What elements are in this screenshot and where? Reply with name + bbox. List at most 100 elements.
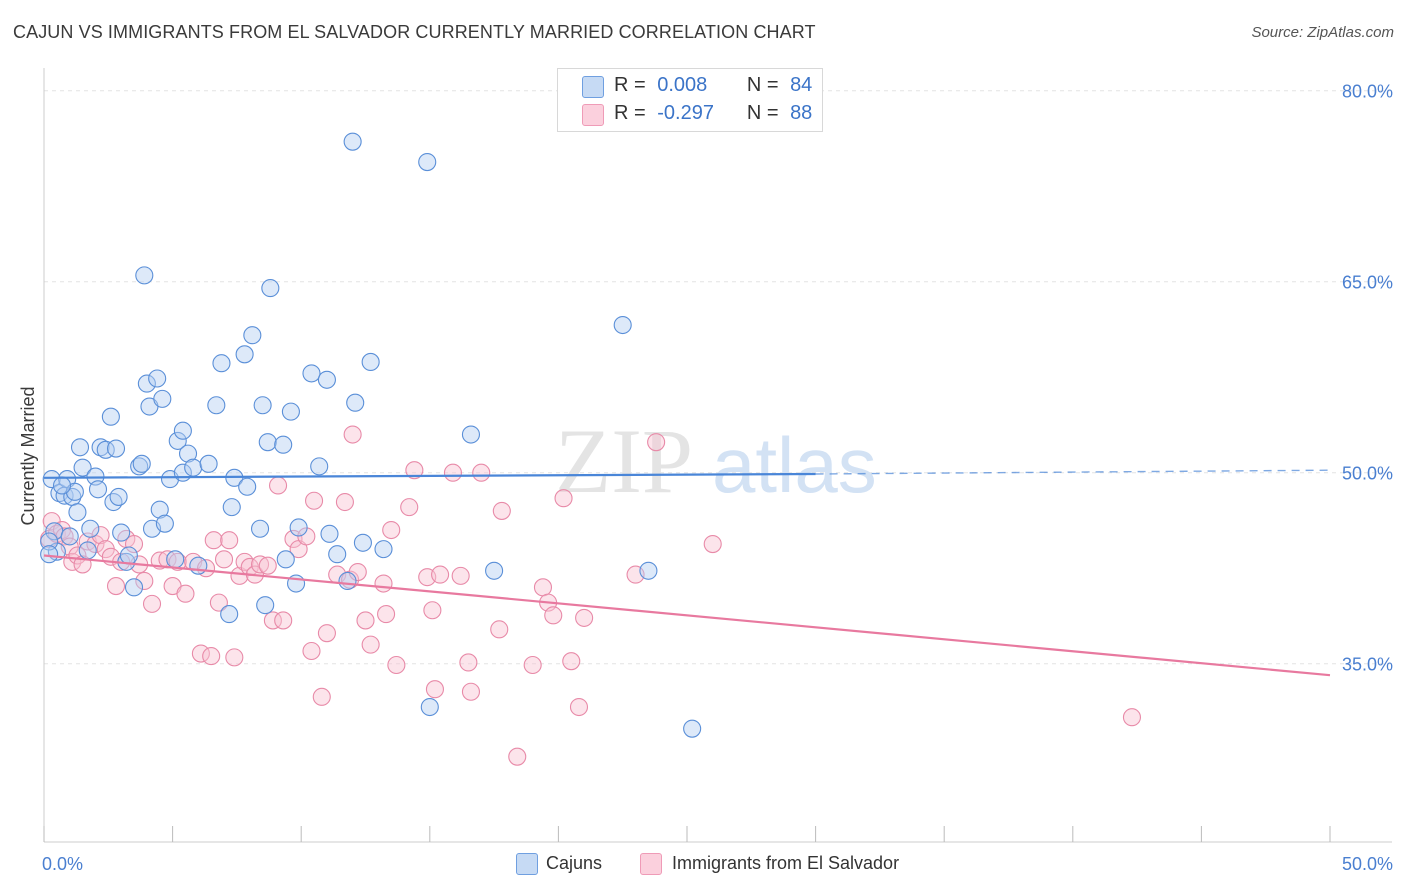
cajun-point <box>166 550 185 569</box>
x-tick-label: 50.0% <box>1342 854 1393 874</box>
salvador-point <box>492 501 511 520</box>
salvador-point <box>235 552 254 571</box>
salvador-point <box>374 574 393 593</box>
cajun-point <box>485 561 504 580</box>
source-credit: Source: ZipAtlas.com <box>1251 24 1394 41</box>
cajun-point <box>153 389 172 408</box>
cajun-point <box>361 352 380 372</box>
salvador-point <box>348 563 367 582</box>
cajun-point <box>276 550 295 569</box>
legend-r-label: R = <box>614 102 646 124</box>
legend-swatch-salvador <box>582 104 604 126</box>
cajun-point <box>130 457 149 476</box>
salvador-point <box>225 648 244 667</box>
salvador-point <box>443 463 462 482</box>
cajun-point <box>343 132 362 151</box>
cajun-point <box>173 421 192 440</box>
cajun-point <box>374 540 393 559</box>
legend-n-label: N = <box>746 74 779 96</box>
salvador-point <box>387 655 406 675</box>
salvador-point <box>459 653 478 672</box>
salvador-point <box>124 534 144 554</box>
salvador-point <box>361 635 380 654</box>
legend-swatch-cajuns <box>582 76 604 98</box>
cajun-point <box>235 345 254 364</box>
legend-r-label: R = <box>614 74 646 96</box>
salvador-point <box>230 566 249 585</box>
salvador-point <box>250 555 270 574</box>
cajun-point <box>42 470 61 489</box>
cajun-point <box>207 396 226 415</box>
x-tick-label: 0.0% <box>42 854 83 874</box>
cajun-point <box>256 596 275 615</box>
cajun-point <box>40 545 59 564</box>
stats-legend: R = 0.008 N = 84 R = -0.297 N = 88 <box>557 68 823 132</box>
cajun-point <box>281 402 300 421</box>
salvador-point <box>569 697 589 717</box>
cajun-point <box>328 545 347 564</box>
salvador-point <box>202 647 221 666</box>
y-tick-label: 80.0% <box>1342 82 1393 102</box>
salvador-point <box>204 531 223 550</box>
y-axis-label: Currently Married <box>18 386 38 525</box>
tick-labels: 35.0% 50.0% 65.0% 80.0% 0.0% 50.0% <box>42 82 1393 874</box>
cajun-point <box>60 527 79 546</box>
cajun-point <box>189 556 208 575</box>
cajun-point <box>88 480 108 499</box>
cajun-point <box>112 523 131 542</box>
cajun-point <box>274 435 293 454</box>
y-tick-label: 35.0% <box>1342 655 1393 675</box>
cajun-point <box>302 364 321 383</box>
cajun-point <box>106 439 126 458</box>
salvador-point <box>523 655 542 675</box>
y-tick-label: 50.0% <box>1342 464 1393 484</box>
salvador-point <box>508 747 527 766</box>
salvador-point <box>91 526 110 545</box>
salvador-point <box>220 531 239 550</box>
cajun-point <box>119 546 138 565</box>
grid-lines <box>44 90 1390 665</box>
legend-n-label: N = <box>746 102 779 124</box>
axes <box>43 68 1392 843</box>
salvador-point <box>425 680 444 699</box>
series-legend: Cajuns Immigrants from El Salvador <box>0 852 1406 878</box>
cajun-point <box>613 315 632 335</box>
salvador-point <box>400 498 419 517</box>
cajun-point <box>135 266 154 285</box>
salvador-point <box>423 601 442 620</box>
cajun-point <box>70 438 90 457</box>
salvador-point <box>405 461 424 480</box>
cajun-point <box>289 518 308 537</box>
salvador-point <box>544 606 563 625</box>
watermark: ZIP atlas <box>555 410 877 512</box>
cajun-point <box>317 370 336 389</box>
cajun-point <box>461 425 481 444</box>
cajun-point <box>253 396 272 415</box>
salvador-point <box>305 491 324 510</box>
salvador-point <box>317 624 336 643</box>
cajun-point <box>124 578 144 597</box>
salvador-point <box>263 611 282 630</box>
cajun-point <box>52 476 72 495</box>
cajun-point <box>238 477 257 496</box>
legend-row-cajuns: R = 0.008 N = 84 <box>614 74 812 98</box>
cajun-point <box>184 458 203 477</box>
salvador-point <box>461 682 481 701</box>
cajun-point <box>320 524 339 543</box>
salvador-point <box>302 641 321 661</box>
salvador-point <box>1122 708 1142 727</box>
cajun-point <box>78 541 97 560</box>
salvador-point <box>703 534 722 554</box>
salvador-point <box>209 593 228 612</box>
trend-line-salvador <box>43 554 1331 677</box>
cajun-point <box>683 719 702 738</box>
legend-n-value-salvador: 88 <box>790 102 813 124</box>
cajun-point <box>310 457 329 476</box>
salvador-point <box>312 687 331 706</box>
salvador-point <box>176 584 195 603</box>
salvador-point <box>142 594 162 613</box>
cajun-point <box>104 492 123 512</box>
cajun-point <box>178 444 198 463</box>
cajun-point <box>109 487 128 506</box>
